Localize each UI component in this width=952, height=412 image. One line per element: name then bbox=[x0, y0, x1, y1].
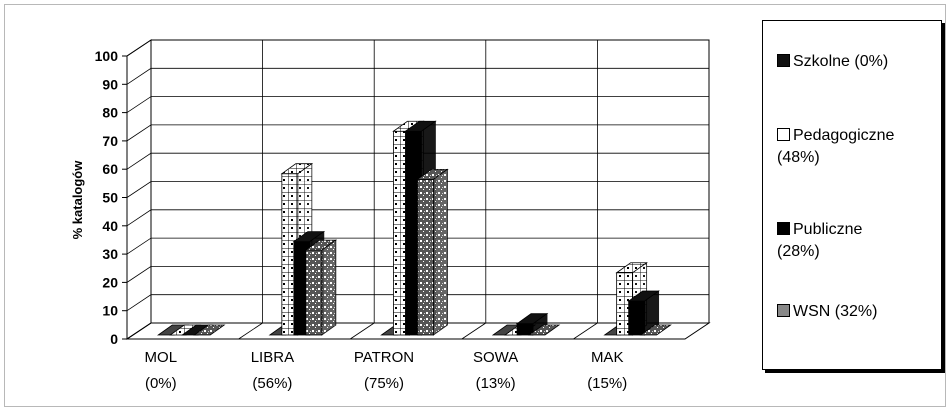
x-tick-pct-label: (13%) bbox=[476, 375, 516, 392]
y-tick-label: 100 bbox=[95, 48, 119, 64]
bar-patron-3 bbox=[416, 168, 449, 336]
chart-labels: 0 10 20 30 40 50 60 70 80 90 100 % katalogów MOL (0%)… bbox=[70, 48, 627, 392]
y-tick-label: 50 bbox=[102, 190, 118, 206]
y-tick-label: 80 bbox=[102, 105, 118, 121]
y-axis-label: % katalogów bbox=[70, 160, 85, 240]
x-tick-label: LIBRA bbox=[251, 349, 294, 366]
y-tick-label: 20 bbox=[102, 274, 118, 290]
chart-frame bbox=[4, 4, 946, 407]
legend-swatch-icon bbox=[777, 54, 790, 67]
plot-grid bbox=[122, 39, 711, 340]
x-tick-label: MAK bbox=[591, 349, 624, 366]
x-tick-pct-label: (15%) bbox=[587, 375, 627, 392]
y-tick-label: 10 bbox=[102, 303, 118, 319]
bar-libra-3 bbox=[304, 239, 338, 336]
gridline bbox=[126, 96, 709, 113]
legend-item-szkolne: Szkolne (0%) bbox=[777, 51, 888, 73]
y-tick-label: 70 bbox=[102, 133, 118, 149]
x-tick-label: MOL bbox=[145, 349, 178, 366]
bar-mak-2 bbox=[627, 290, 660, 336]
legend-item-publiczne: Publiczne (28%) bbox=[777, 221, 863, 260]
y-tick-label: 60 bbox=[102, 161, 118, 177]
bar-mak-3 bbox=[639, 324, 672, 336]
x-tick-pct-label: (56%) bbox=[252, 375, 292, 392]
floor bbox=[125, 322, 711, 340]
legend: Szkolne (0%) Pedagogiczne (48%) Publiczne… bbox=[762, 20, 942, 370]
gridline bbox=[126, 39, 709, 57]
bar-sowa-3 bbox=[527, 324, 561, 336]
legend-item-pedagogiczne: Pedagogiczne (48%) bbox=[777, 127, 895, 166]
x-tick-pct-label: (75%) bbox=[364, 375, 404, 392]
x-tick-label: SOWA bbox=[473, 349, 518, 366]
legend-item-wsn: WSN (32%) bbox=[777, 301, 877, 323]
y-tick-label: 0 bbox=[110, 331, 118, 347]
y-tick-label: 40 bbox=[102, 218, 118, 234]
legend-swatch-icon bbox=[777, 222, 790, 235]
y-tick-label: 90 bbox=[102, 76, 118, 92]
y-tick-label: 30 bbox=[102, 246, 118, 262]
x-tick-pct-label: (0%) bbox=[145, 375, 177, 392]
legend-swatch-icon bbox=[777, 128, 790, 141]
bar-mol-3 bbox=[192, 324, 226, 336]
bars bbox=[156, 120, 672, 336]
x-tick-label: PATRON bbox=[354, 349, 414, 366]
legend-swatch-icon bbox=[777, 304, 790, 317]
gridline bbox=[126, 67, 709, 85]
